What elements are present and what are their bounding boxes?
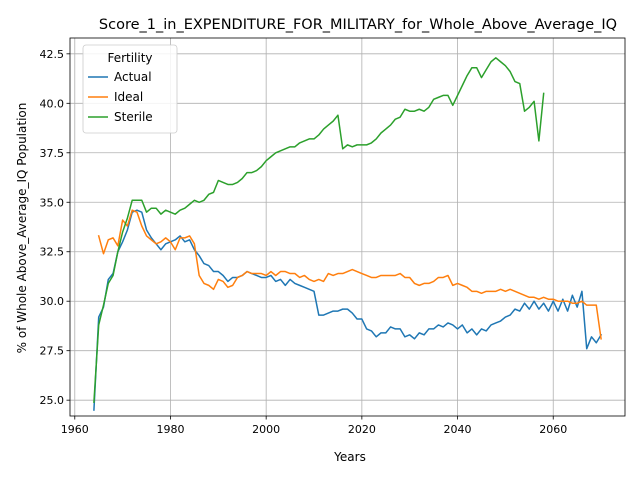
x-tick-label: 2020 [348,423,376,436]
axis-ticks: 1960 1980 2000 2020 2040 2060 25.0 27.5 30.0 32.5… [40,48,568,436]
y-axis-label: % of Whole Above_Average_IQ Population [15,103,29,354]
y-tick-label: 42.5 [40,48,65,61]
series-line-actual [93,209,603,411]
y-tick-label: 35.0 [40,196,65,209]
legend-label-ideal: Ideal [114,90,143,104]
x-tick-label: 2000 [252,423,280,436]
legend-label-sterile: Sterile [114,110,153,124]
legend-title: Fertility [107,51,152,65]
series-line-sterile [93,57,545,403]
series-lines [93,57,603,411]
chart-title: Score_1_in_EXPENDITURE_FOR_MILITARY_for_… [99,17,617,33]
gridlines [70,38,625,416]
y-tick-label: 37.5 [40,147,65,160]
x-tick-label: 2040 [444,423,472,436]
y-tick-label: 25.0 [40,394,65,407]
legend-box [82,44,178,134]
y-tick-label: 40.0 [40,97,65,110]
y-tick-label: 32.5 [40,246,65,259]
y-tick-label: 27.5 [40,345,65,358]
legend-label-actual: Actual [114,70,152,84]
x-axis-label: Years [333,450,366,464]
legend: Fertility Actual Ideal Sterile [82,44,178,134]
x-tick-label: 2060 [539,423,567,436]
series-line-ideal [97,209,602,340]
legend-items: Actual Ideal Sterile [88,70,153,124]
y-tick-label: 30.0 [40,295,65,308]
x-tick-label: 1960 [61,423,89,436]
plot-frame [69,37,626,417]
x-tick-label: 1980 [156,423,184,436]
